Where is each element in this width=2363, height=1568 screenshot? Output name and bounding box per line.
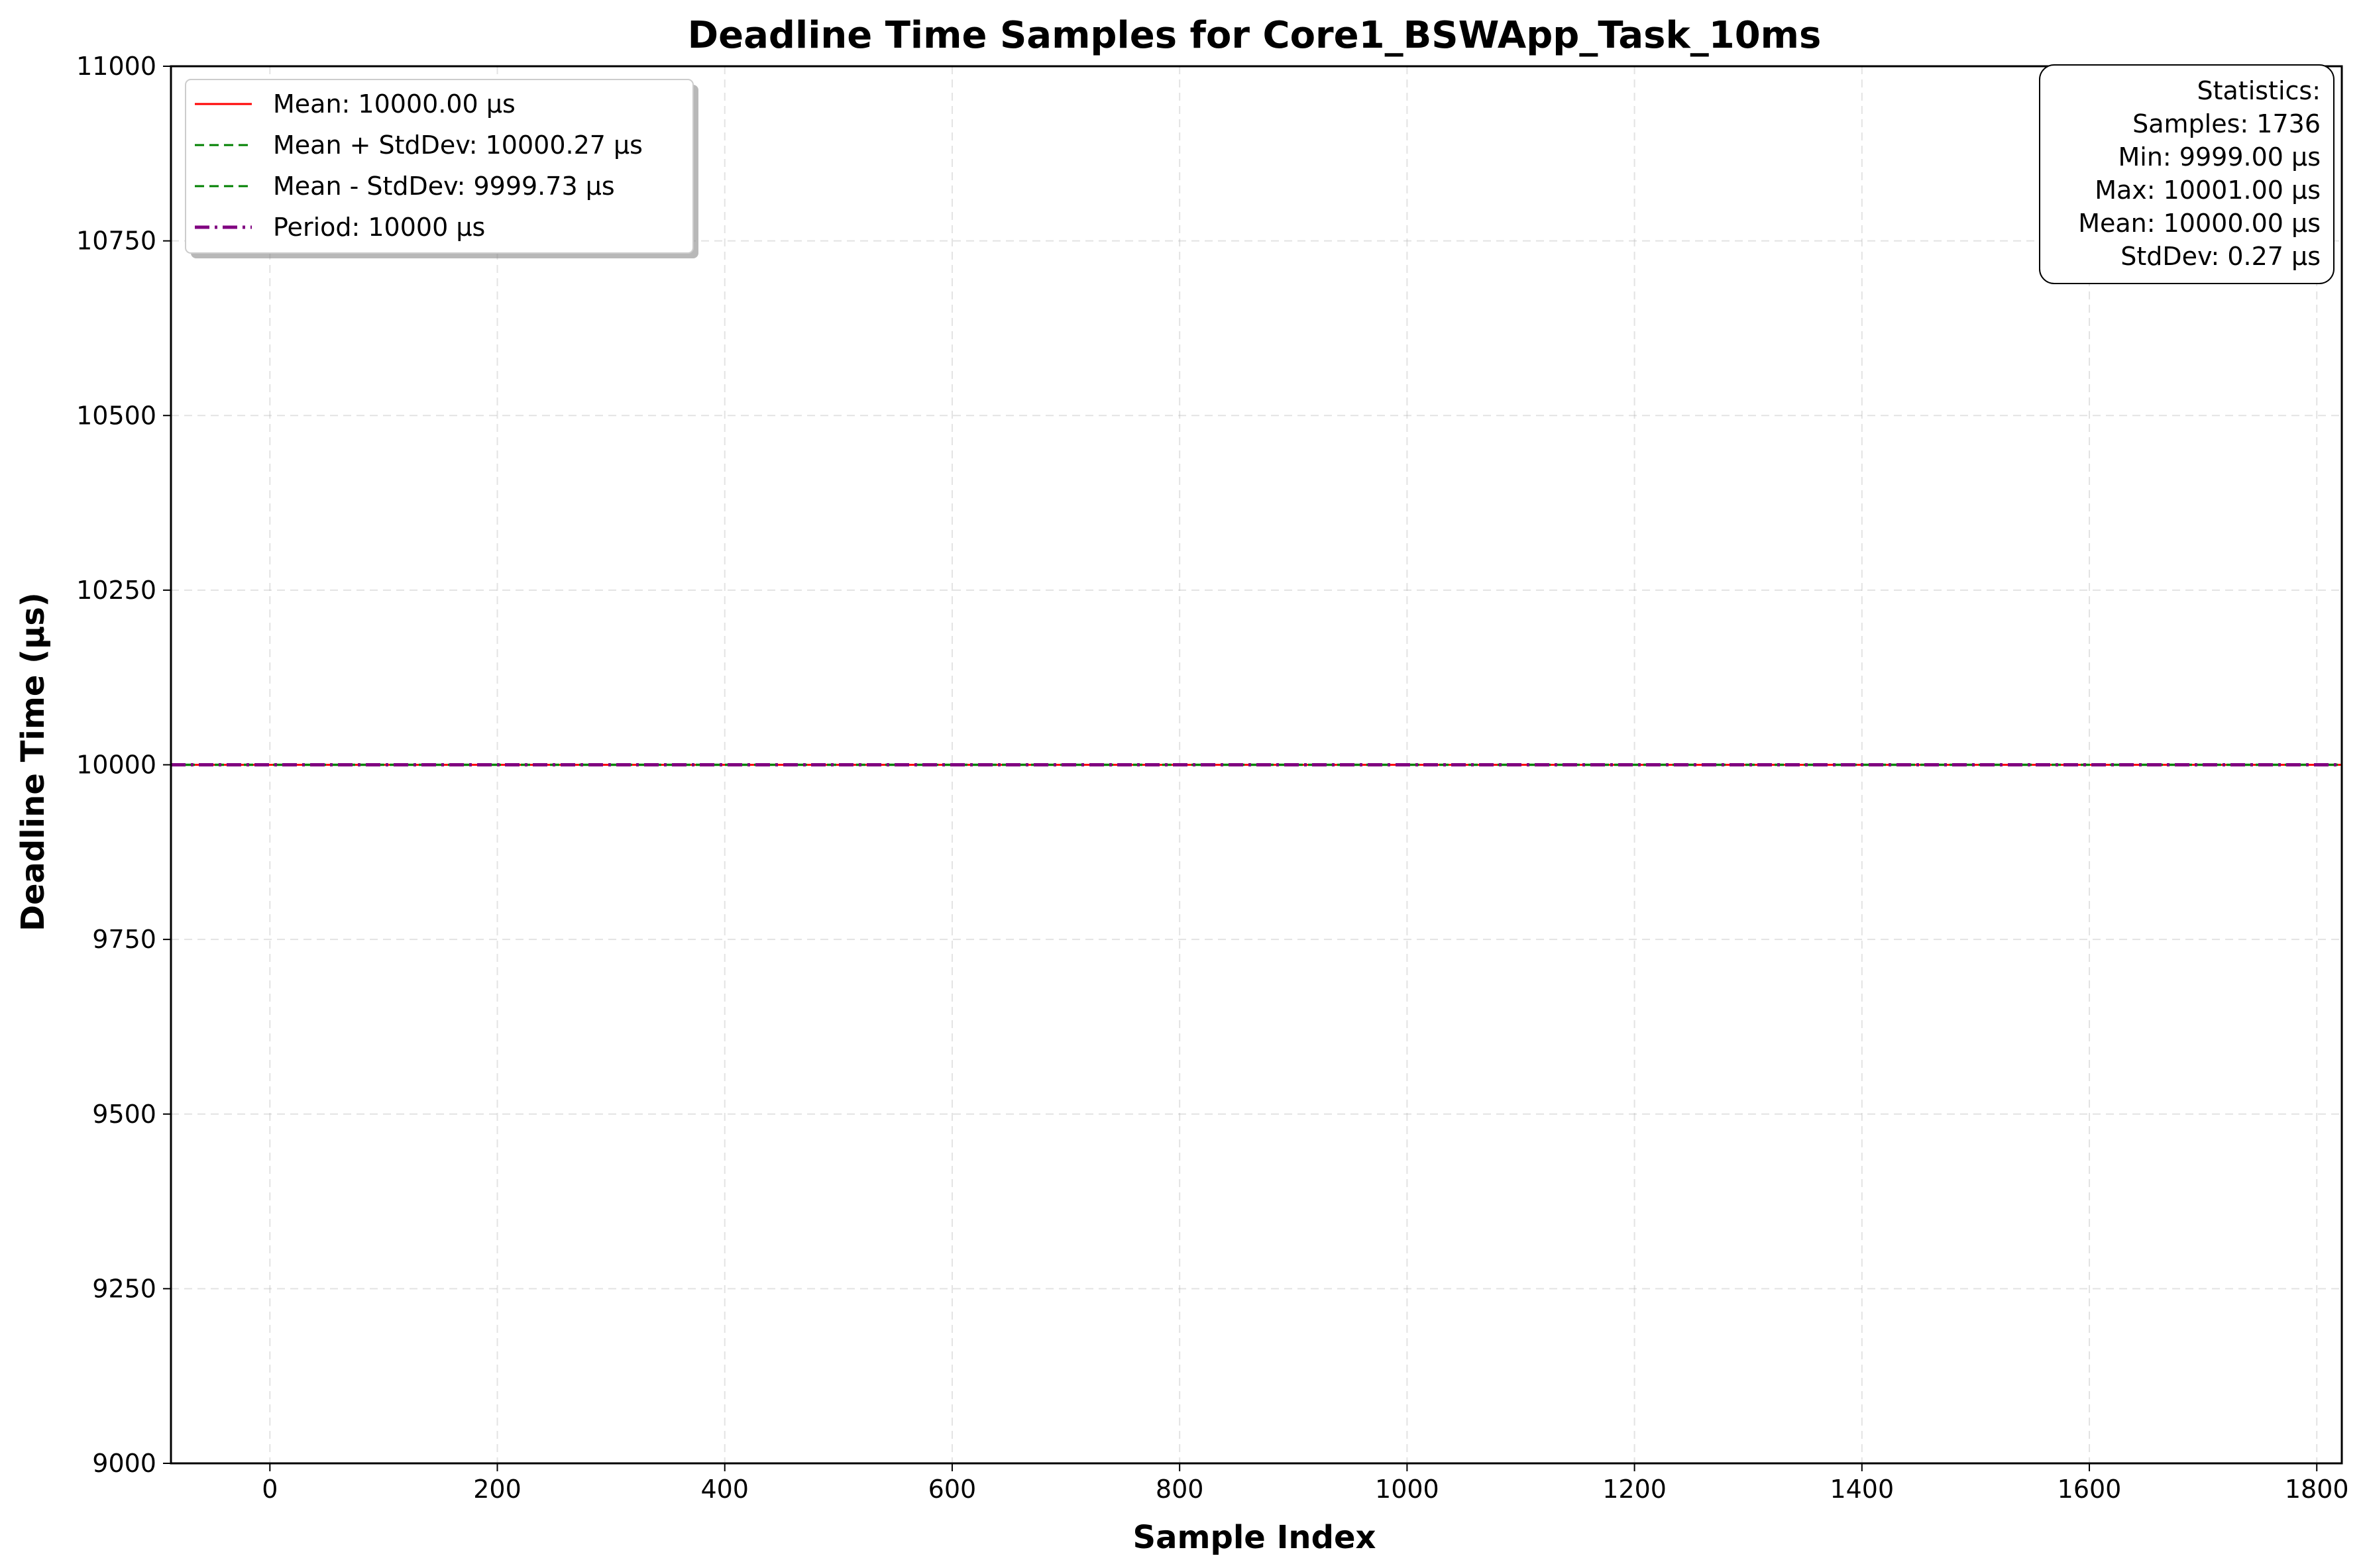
legend-label: Period: 10000 µs <box>273 213 485 242</box>
statistics-line: Max: 10001.00 µs <box>2095 176 2321 205</box>
legend: Mean: 10000.00 µs Mean + StdDev: 10000.27… <box>185 79 698 258</box>
x-tick-label: 1200 <box>1602 1475 1667 1504</box>
chart-title: Deadline Time Samples for Core1_BSWApp_T… <box>688 14 1822 57</box>
statistics-line: Mean: 10000.00 µs <box>2078 209 2321 238</box>
statistics-line: StdDev: 0.27 µs <box>2120 242 2321 271</box>
x-tick-label: 1000 <box>1375 1475 1439 1504</box>
y-tick-label: 11000 <box>76 52 156 81</box>
y-tick-label: 9750 <box>92 925 156 954</box>
x-tick-label: 1400 <box>1830 1475 1894 1504</box>
x-axis-label: Sample Index <box>1133 1519 1376 1556</box>
y-axis: 9000 9250 9500 9750 10000 10250 10500 10750 1100… <box>76 52 171 1478</box>
statistics-line: Samples: 1736 <box>2132 109 2321 138</box>
y-tick-label: 10250 <box>76 576 156 605</box>
y-tick-label: 10500 <box>76 401 156 430</box>
legend-label: Mean - StdDev: 9999.73 µs <box>273 172 615 201</box>
y-tick-label: 9250 <box>92 1274 156 1303</box>
legend-box <box>185 79 694 254</box>
x-tick-label: 400 <box>700 1475 749 1504</box>
x-tick-label: 0 <box>262 1475 278 1504</box>
x-tick-label: 600 <box>928 1475 977 1504</box>
legend-label: Mean + StdDev: 10000.27 µs <box>273 131 643 160</box>
y-axis-label: Deadline Time (µs) <box>15 592 52 931</box>
statistics-frame <box>2039 64 2335 284</box>
x-tick-label: 1600 <box>2058 1475 2122 1504</box>
statistics-box: Statistics: Samples: 1736 Min: 9999.00 µs M… <box>2039 64 2335 284</box>
series-layer <box>171 763 2342 766</box>
y-tick-label: 10000 <box>76 751 156 780</box>
statistics-line: Min: 9999.00 µs <box>2118 142 2321 172</box>
x-axis: 0 200 400 600 800 1000 1200 1400 1600 1800 <box>262 1463 2349 1504</box>
x-tick-label: 1800 <box>2285 1475 2349 1504</box>
y-tick-label: 9000 <box>92 1449 156 1478</box>
y-tick-label: 10750 <box>76 227 156 256</box>
y-tick-label: 9500 <box>92 1100 156 1129</box>
statistics-title: Statistics: <box>2197 76 2321 105</box>
x-tick-label: 800 <box>1156 1475 1204 1504</box>
legend-label: Mean: 10000.00 µs <box>273 89 516 119</box>
x-tick-label: 200 <box>473 1475 522 1504</box>
